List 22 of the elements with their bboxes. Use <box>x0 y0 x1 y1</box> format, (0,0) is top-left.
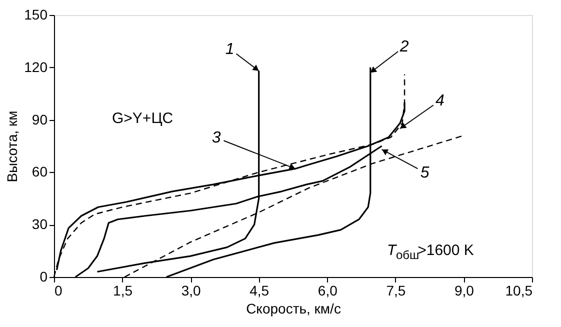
x-tick-label: 9,0 <box>454 282 474 298</box>
annotation: 2 <box>398 38 409 56</box>
annotation: 4 <box>436 92 445 110</box>
y-tick-label: 90 <box>32 111 48 128</box>
x-axis-title: Скорость, км/с <box>246 300 341 316</box>
annotation: 1 <box>225 40 234 58</box>
x-tick-label: 3,0 <box>181 282 202 298</box>
x-tick-label: 0 <box>54 282 62 298</box>
annotation: 5 <box>420 164 430 182</box>
x-tick-label: 10,5 <box>505 282 533 298</box>
y-tick-label: 0 <box>40 268 48 284</box>
y-tick-label: 60 <box>32 164 48 180</box>
x-tick-label: 4,5 <box>250 282 270 298</box>
y-axis-title: Высота, км <box>4 110 20 182</box>
y-tick-label: 30 <box>32 216 48 232</box>
y-tick-label: 150 <box>24 6 48 22</box>
x-tick-label: 7,5 <box>386 282 406 298</box>
x-tick-label: 1,5 <box>113 282 133 298</box>
x-tick-label: 6,0 <box>318 282 338 298</box>
annotation: G>Y+ЦС <box>112 110 174 127</box>
annotation: 3 <box>212 130 221 147</box>
y-tick-label: 120 <box>24 58 48 75</box>
